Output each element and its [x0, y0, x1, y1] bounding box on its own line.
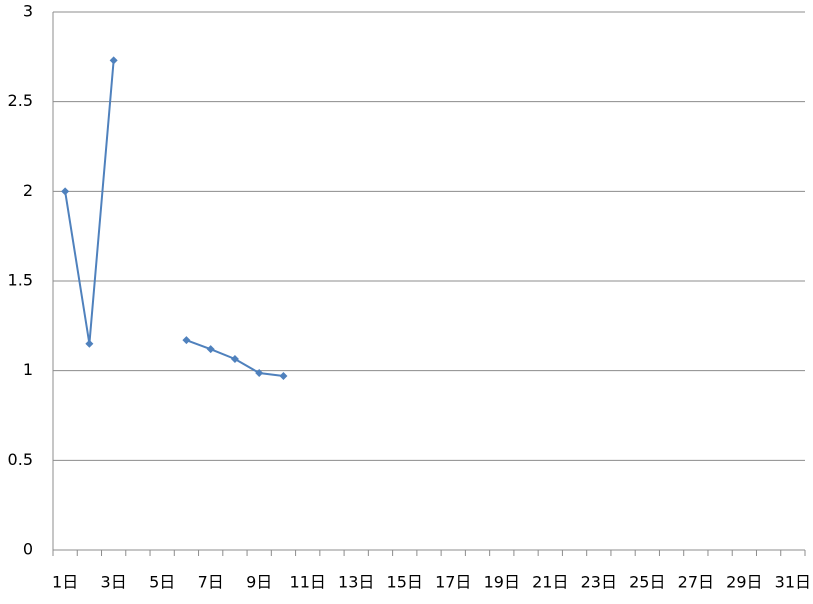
x-tick-label: 13日: [338, 573, 374, 592]
y-tick-label: 2: [23, 181, 33, 200]
x-tick-label: 5日: [149, 573, 175, 592]
series-line: [64, 60, 284, 378]
marker: [255, 368, 264, 377]
x-tick-label: 19日: [484, 573, 520, 592]
x-tick-label: 15日: [387, 573, 423, 592]
x-tick-label: 17日: [435, 573, 471, 592]
marker: [61, 187, 70, 196]
y-tick-label: 1.5: [8, 271, 33, 290]
y-tick-label: 0: [23, 540, 33, 559]
marker: [206, 345, 215, 354]
x-tick-label: 1日: [52, 573, 78, 592]
x-tick-label: 29日: [726, 573, 762, 592]
marker: [109, 56, 118, 65]
y-tick-label: 1: [23, 360, 33, 379]
x-tick-label: 3日: [101, 573, 127, 592]
x-tick-label: 11日: [290, 573, 326, 592]
marker: [279, 372, 288, 381]
marker: [85, 339, 94, 348]
x-tick-label: 31日: [775, 573, 811, 592]
y-tick-label: 0.5: [8, 450, 33, 469]
x-tick-label: 21日: [532, 573, 568, 592]
x-tick-label: 9日: [246, 573, 272, 592]
marker: [230, 355, 239, 364]
x-tick-label: 27日: [678, 573, 714, 592]
y-tick-label: 3: [23, 2, 33, 21]
marker: [182, 336, 191, 345]
x-tick-label: 7日: [198, 573, 224, 592]
x-tick-label: 23日: [581, 573, 617, 592]
y-tick-label: 2.5: [8, 91, 33, 110]
x-tick-label: 25日: [629, 573, 665, 592]
